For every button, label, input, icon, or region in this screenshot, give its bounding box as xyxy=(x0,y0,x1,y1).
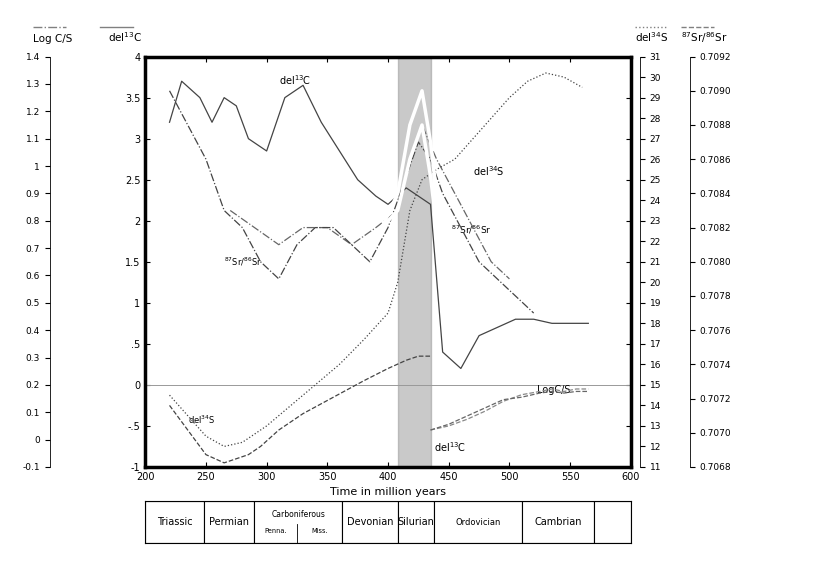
Text: Penna.: Penna. xyxy=(265,529,287,534)
Text: Log C/S: Log C/S xyxy=(33,35,72,45)
Text: $^{87}$Sr/$^{86}$Sr: $^{87}$Sr/$^{86}$Sr xyxy=(452,223,492,235)
Bar xyxy=(255,501,342,543)
Bar xyxy=(342,501,398,543)
Text: Cambrian: Cambrian xyxy=(535,517,582,527)
Bar xyxy=(434,501,521,543)
Bar xyxy=(398,57,431,467)
Bar xyxy=(203,501,255,543)
Text: Carboniferous: Carboniferous xyxy=(271,510,325,519)
Text: del$^{13}$C: del$^{13}$C xyxy=(108,31,142,45)
Bar xyxy=(398,501,434,543)
Text: del$^{13}$C: del$^{13}$C xyxy=(279,74,311,87)
X-axis label: Time in million years: Time in million years xyxy=(330,487,446,498)
Text: Silurian: Silurian xyxy=(398,517,434,527)
Text: del$^{34}$S: del$^{34}$S xyxy=(188,414,215,426)
Text: Miss.: Miss. xyxy=(311,529,328,534)
Text: del$^{13}$C: del$^{13}$C xyxy=(434,440,466,454)
Text: Permian: Permian xyxy=(209,517,249,527)
Text: del$^{34}$S: del$^{34}$S xyxy=(635,31,668,45)
Text: LogC/S: LogC/S xyxy=(537,385,571,395)
Bar xyxy=(145,501,203,543)
Bar xyxy=(594,501,631,543)
Text: Triassic: Triassic xyxy=(157,517,193,527)
Bar xyxy=(521,501,594,543)
Text: Devonian: Devonian xyxy=(347,517,393,527)
Text: Ordovician: Ordovician xyxy=(455,518,500,526)
Text: del$^{34}$S: del$^{34}$S xyxy=(473,164,505,178)
Text: $^{87}$Sr/$^{86}$Sr: $^{87}$Sr/$^{86}$Sr xyxy=(224,256,262,268)
Text: $^{87}$Sr/$^{86}$Sr: $^{87}$Sr/$^{86}$Sr xyxy=(681,31,727,45)
